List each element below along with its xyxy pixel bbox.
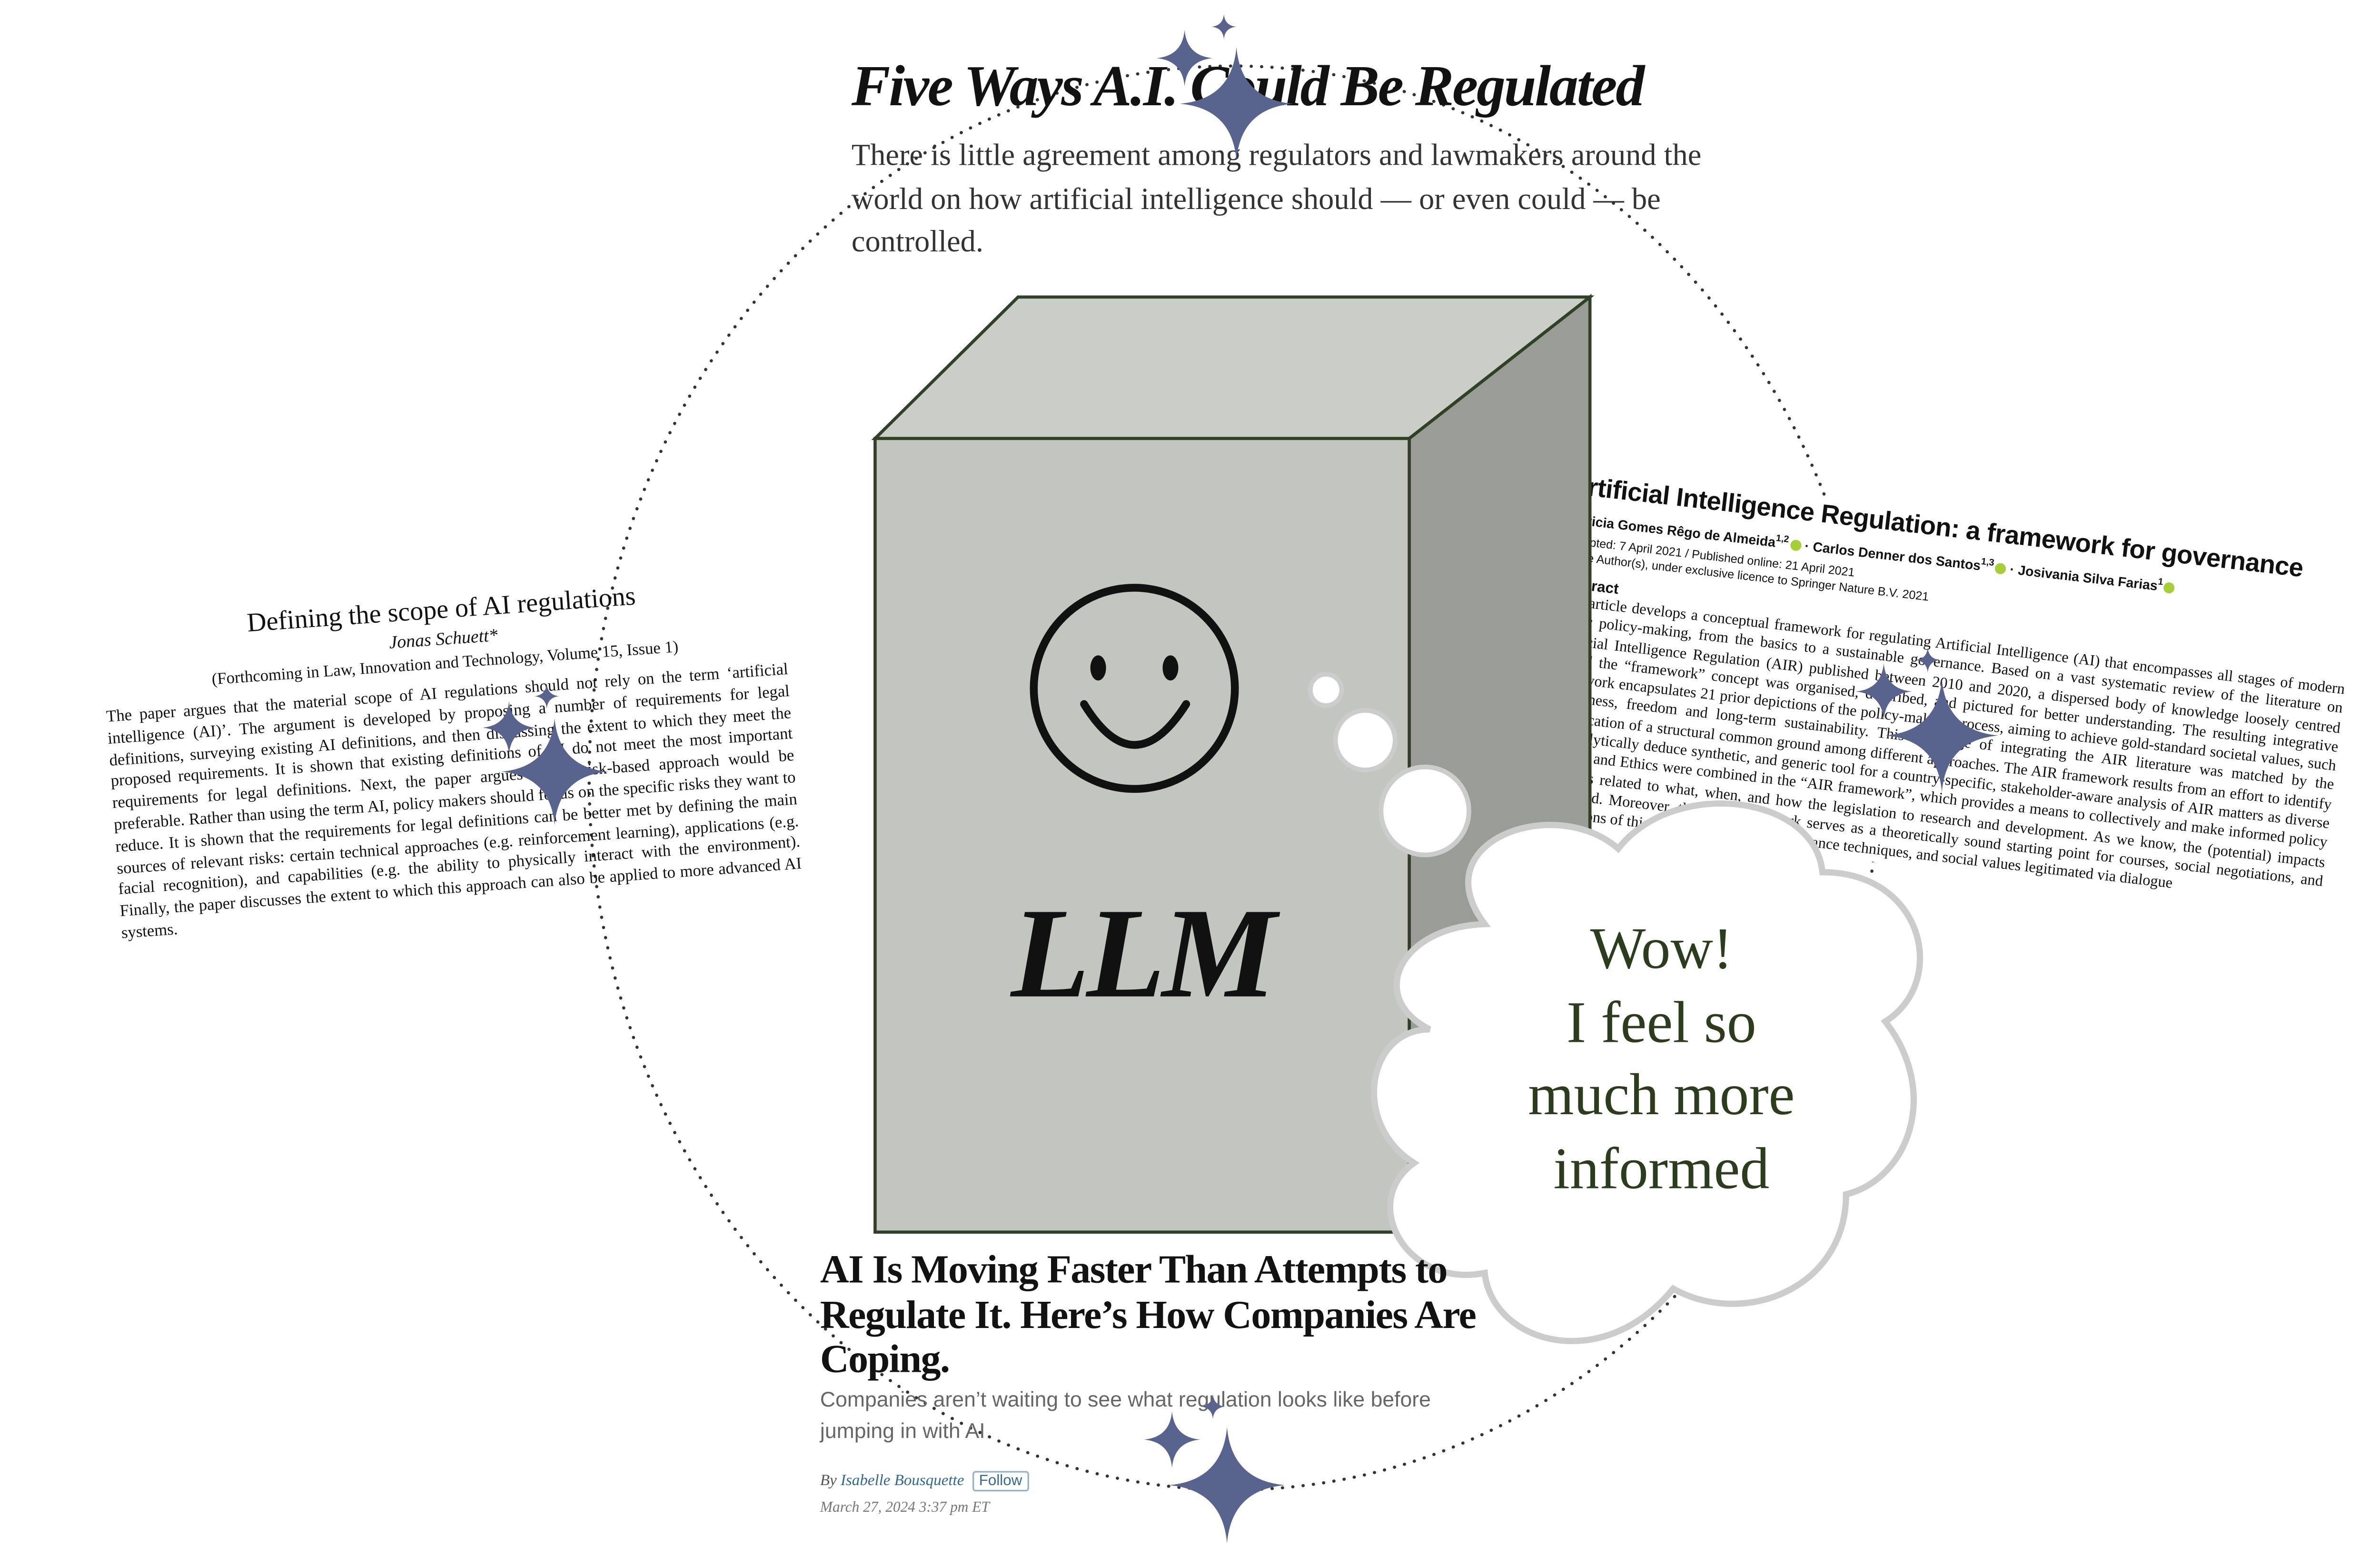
speech-line-1: Wow! — [1590, 918, 1733, 982]
sparkle-icon — [1211, 14, 1237, 40]
byline-prefix: By — [820, 1472, 837, 1490]
wsj-article-dek: Companies aren’t waiting to see what reg… — [820, 1387, 1431, 1443]
speech-line-4: informed — [1553, 1137, 1770, 1202]
sparkle-icon — [1885, 679, 1999, 792]
llm-box-label: LLM — [1011, 881, 1277, 1025]
sparkle-icon — [1156, 30, 1213, 87]
speech-line-2: I feel so — [1567, 991, 1756, 1056]
sparkle-icon — [1855, 663, 1912, 720]
sparkle-icon — [1915, 647, 1941, 673]
sparkle-icon — [1143, 1411, 1200, 1468]
thought-bubble-icon — [1308, 672, 1924, 1344]
sparkle-icon — [1169, 1427, 1285, 1544]
wsj-article-title: AI Is Moving Faster Than Attempts to Reg… — [820, 1246, 1477, 1382]
follow-button[interactable]: Follow — [972, 1471, 1029, 1492]
wsj-dateline: March 27, 2024 3:37 pm ET — [820, 1501, 990, 1517]
speech-bubble-cloud — [1370, 800, 1924, 1344]
nyt-subheadline: There is little agreement among regulato… — [851, 140, 1702, 260]
author-link: Isabelle Bousquette — [840, 1472, 964, 1490]
llm-box-front — [873, 437, 1411, 1234]
sparkle-icon — [1180, 47, 1293, 160]
speech-line-3: much more — [1528, 1064, 1795, 1128]
smiley-face-icon — [1030, 584, 1239, 793]
sparkle-icon — [482, 701, 536, 755]
sparkle-icon — [534, 683, 560, 709]
wsj-byline: By Isabelle Bousquette Follow — [820, 1471, 1029, 1492]
speech-bubble-text: Wow! I feel so much more informed — [1461, 915, 1862, 1207]
sparkle-icon — [1200, 1394, 1226, 1419]
